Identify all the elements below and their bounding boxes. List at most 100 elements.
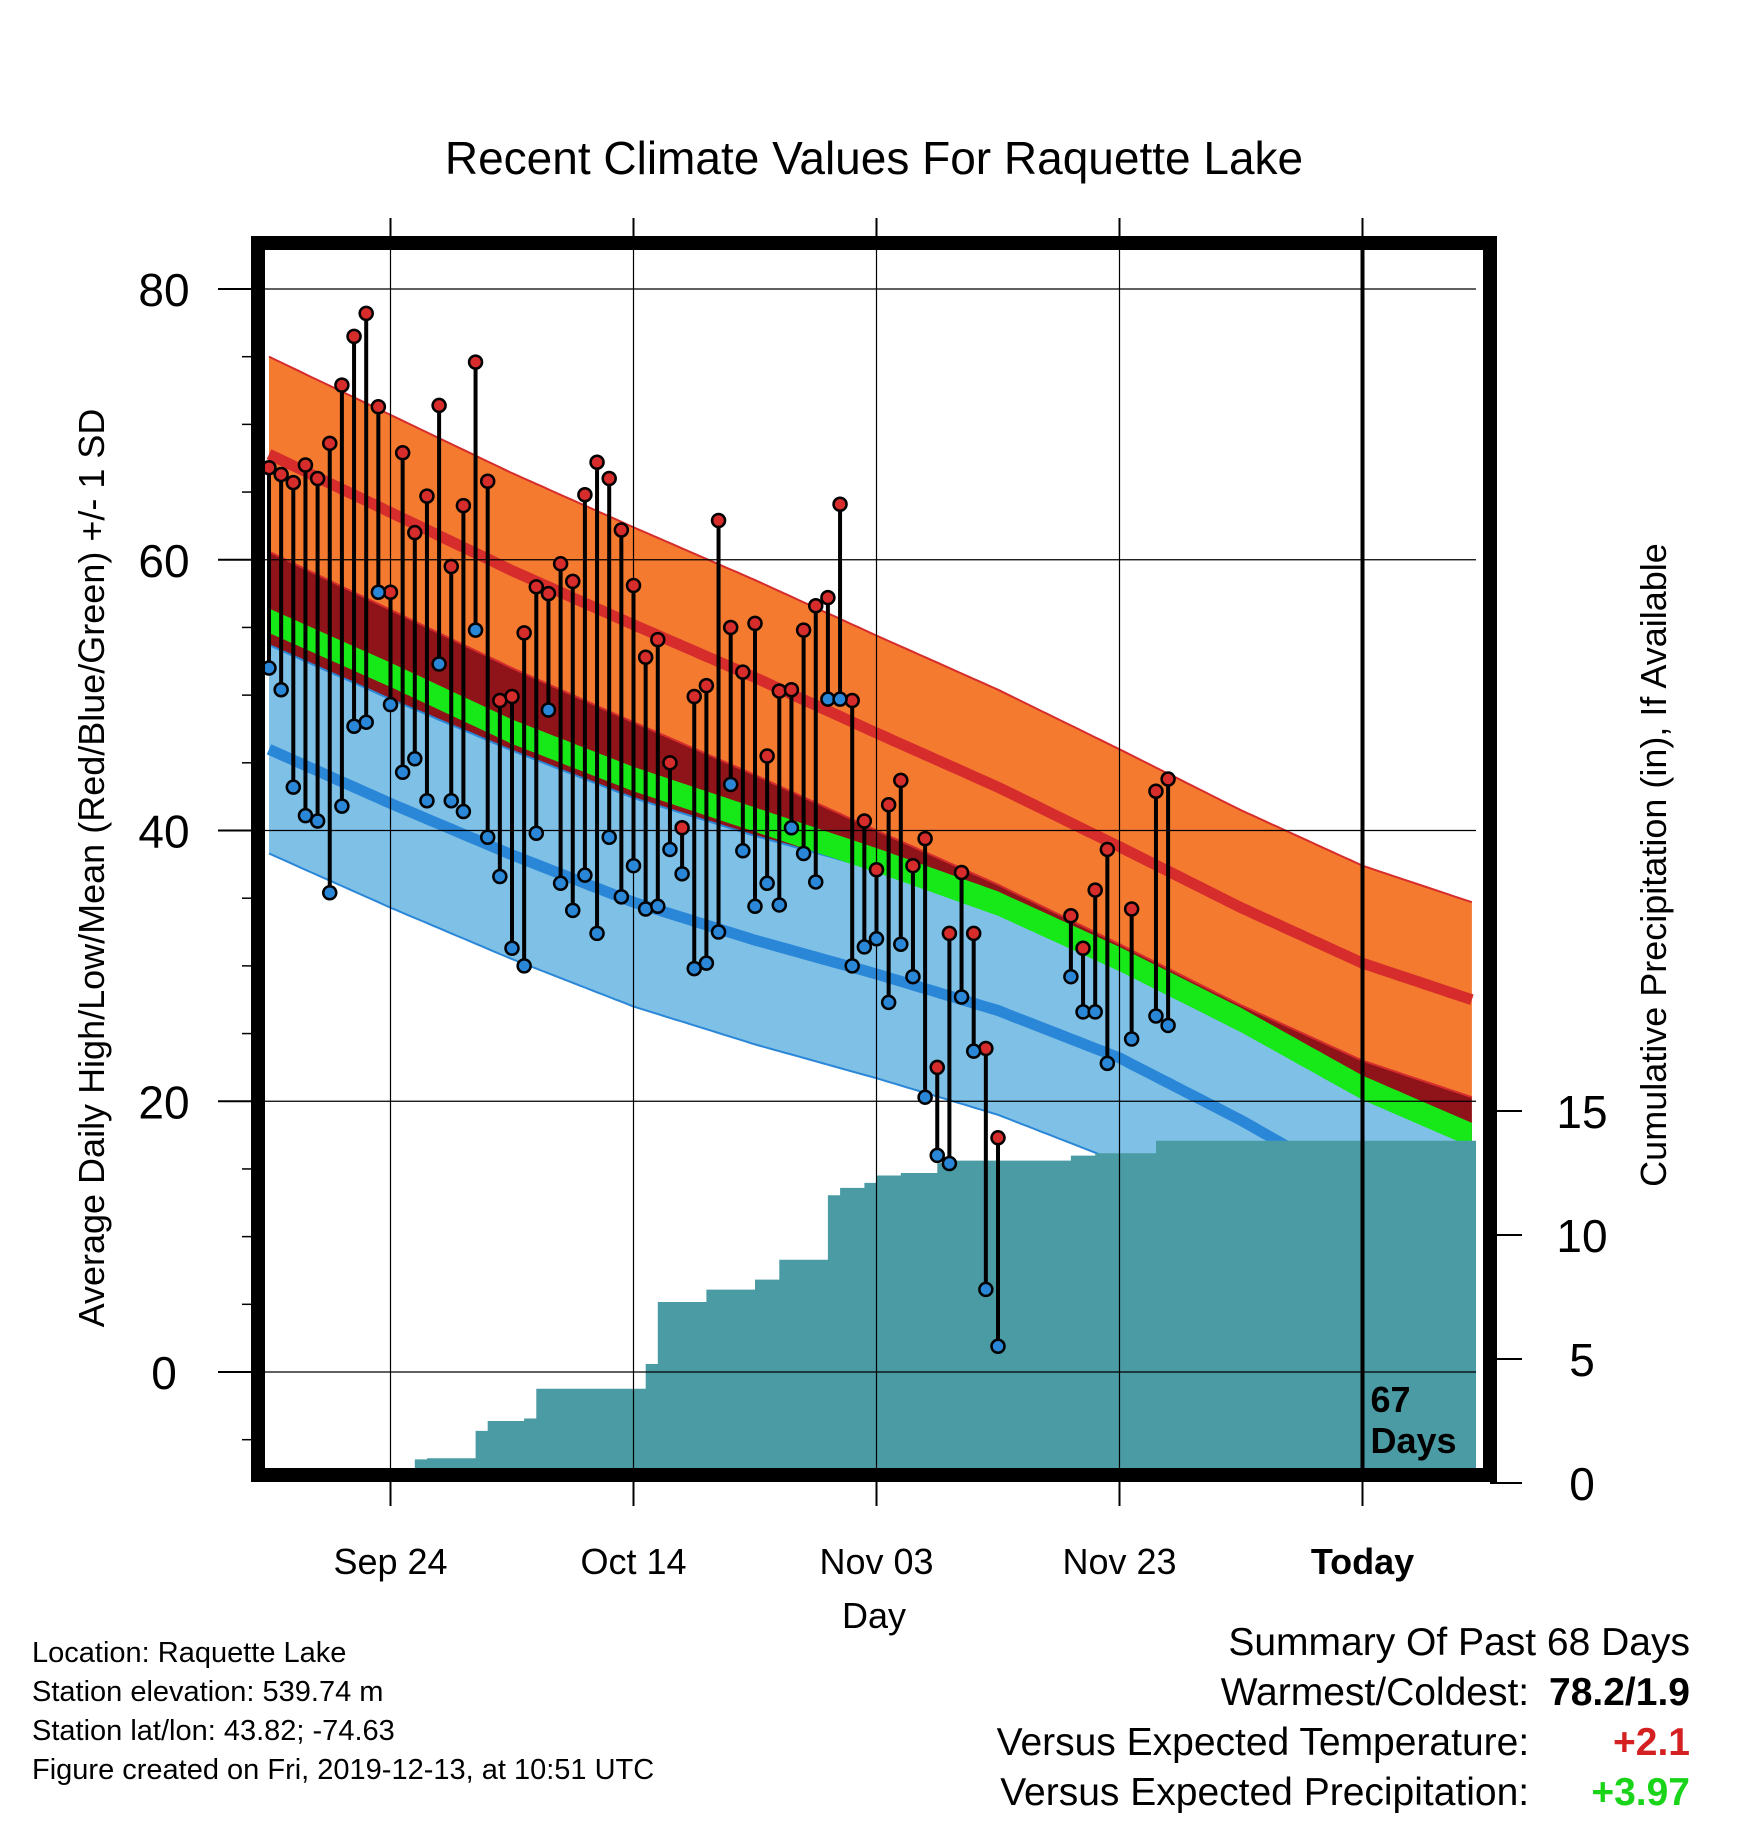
daily-low-point xyxy=(273,681,289,698)
daily-low-point xyxy=(808,874,824,890)
daily-high-point xyxy=(1087,882,1103,898)
daily-high-point xyxy=(467,354,484,370)
daily-high-point xyxy=(832,496,848,512)
daily-low-point xyxy=(358,714,374,730)
summary-temp-row: Versus Expected Temperature: +2.1 xyxy=(997,1718,1690,1768)
y2-tick-label: 15 xyxy=(1556,1086,1607,1138)
x-tick-label: Oct 14 xyxy=(580,1541,686,1582)
daily-low-point xyxy=(650,898,666,915)
today-days-count: 67 xyxy=(1371,1379,1411,1420)
station-latlon: Station lat/lon: 43.82; -74.63 xyxy=(32,1715,395,1747)
mean-band xyxy=(269,608,1472,1148)
daily-low-point xyxy=(880,994,897,1011)
daily-high-point xyxy=(759,748,775,764)
daily-low-point xyxy=(565,902,581,919)
daily-high-point xyxy=(309,470,326,487)
daily-high-point xyxy=(552,556,569,572)
daily-high-point xyxy=(322,435,338,452)
daily-high-point xyxy=(334,377,350,393)
high-sd-lower-line xyxy=(268,550,1473,1099)
daily-high-point xyxy=(504,688,520,705)
precipitation-area xyxy=(414,1140,1476,1468)
daily-low-point xyxy=(431,656,447,672)
summary-precip-label: Versus Expected Precipitation: xyxy=(1000,1771,1530,1814)
daily-high-point xyxy=(868,862,885,878)
daily-low-point xyxy=(613,889,630,905)
daily-high-point xyxy=(346,328,362,345)
daily-low-point xyxy=(735,843,751,859)
daily-high-point xyxy=(479,473,496,489)
daily-low-point xyxy=(334,798,350,814)
x-tick-label: Nov 23 xyxy=(1062,1541,1176,1582)
daily-high-point xyxy=(662,755,678,771)
daily-low-point xyxy=(1160,1017,1176,1034)
daily-low-point xyxy=(856,939,873,955)
daily-high-point xyxy=(905,857,921,874)
y-tick-label: 80 xyxy=(138,264,189,316)
y2-tick-label: 10 xyxy=(1556,1210,1607,1262)
daily-low-point xyxy=(783,820,800,836)
daily-high-point xyxy=(990,1130,1006,1146)
daily-high-point xyxy=(674,820,690,836)
daily-high-point xyxy=(419,488,435,504)
daily-low-point xyxy=(941,1155,958,1172)
daily-low-point xyxy=(832,691,848,707)
daily-high-point xyxy=(431,397,447,414)
daily-low-point xyxy=(419,792,435,809)
daily-high-point xyxy=(625,577,642,594)
daily-low-point xyxy=(625,857,642,874)
summary-warmest-label: Warmest/Coldest: xyxy=(1220,1671,1530,1714)
daily-low-point xyxy=(1087,1004,1103,1020)
daily-low-point xyxy=(795,845,812,862)
daily-high-point xyxy=(613,522,630,538)
daily-high-point xyxy=(783,681,800,698)
daily-low-point xyxy=(965,1043,982,1059)
y-tick-label: 60 xyxy=(138,535,189,587)
daily-high-point xyxy=(358,305,374,322)
summary-heading: Summary Of Past 68 Days xyxy=(1228,1621,1690,1664)
daily-low-point xyxy=(929,1147,945,1164)
station-location: Location: Raquette Lake xyxy=(32,1637,347,1669)
x-tick-label: Nov 03 xyxy=(819,1541,933,1582)
daily-low-point xyxy=(322,885,338,901)
daily-high-point xyxy=(589,454,605,471)
daily-low-point xyxy=(285,779,302,795)
daily-high-point xyxy=(577,487,593,503)
summary-panel: Summary Of Past 68 Days Warmest/Coldest:… xyxy=(997,1618,1690,1818)
daily-low-point xyxy=(722,776,739,793)
daily-high-point xyxy=(698,677,715,694)
daily-low-point xyxy=(747,898,763,915)
y-axis-label: Average Daily High/Low/Mean (Red/Blue/Gr… xyxy=(71,409,112,1328)
daily-low-point xyxy=(674,866,690,882)
daily-high-point xyxy=(722,619,739,636)
today-days-label: Days xyxy=(1371,1420,1457,1461)
daily-high-point xyxy=(565,573,581,590)
summary-precip-value: +3.97 xyxy=(1591,1771,1690,1814)
daily-low-point xyxy=(905,968,921,985)
daily-high-point xyxy=(1099,841,1116,858)
summary-warmest-row: Warmest/Coldest: 78.2/1.9 xyxy=(997,1668,1690,1718)
y2-axis-label: Cumulative Precipitation (in), If Availa… xyxy=(1633,543,1674,1187)
daily-high-point xyxy=(1160,771,1176,787)
daily-low-point xyxy=(893,936,909,952)
daily-low-point xyxy=(759,875,775,892)
daily-low-point xyxy=(1148,1008,1164,1024)
daily-high-point xyxy=(394,445,411,461)
daily-low-point xyxy=(917,1089,933,1105)
daily-low-point xyxy=(868,931,885,947)
daily-high-point xyxy=(285,474,302,491)
daily-high-point xyxy=(710,512,727,529)
high-sd-upper-line xyxy=(268,355,1473,904)
daily-low-point xyxy=(686,960,702,977)
y2-tick-label: 0 xyxy=(1569,1458,1595,1510)
summary-temp-label: Versus Expected Temperature: xyxy=(996,1721,1530,1764)
daily-low-point xyxy=(978,1281,994,1298)
plot-frame xyxy=(251,236,1497,1482)
daily-high-point xyxy=(1063,908,1079,924)
daily-high-point xyxy=(965,925,982,942)
daily-high-point xyxy=(880,797,897,813)
daily-high-point xyxy=(516,625,532,641)
daily-high-point xyxy=(1075,940,1091,957)
daily-low-point xyxy=(1063,968,1079,985)
